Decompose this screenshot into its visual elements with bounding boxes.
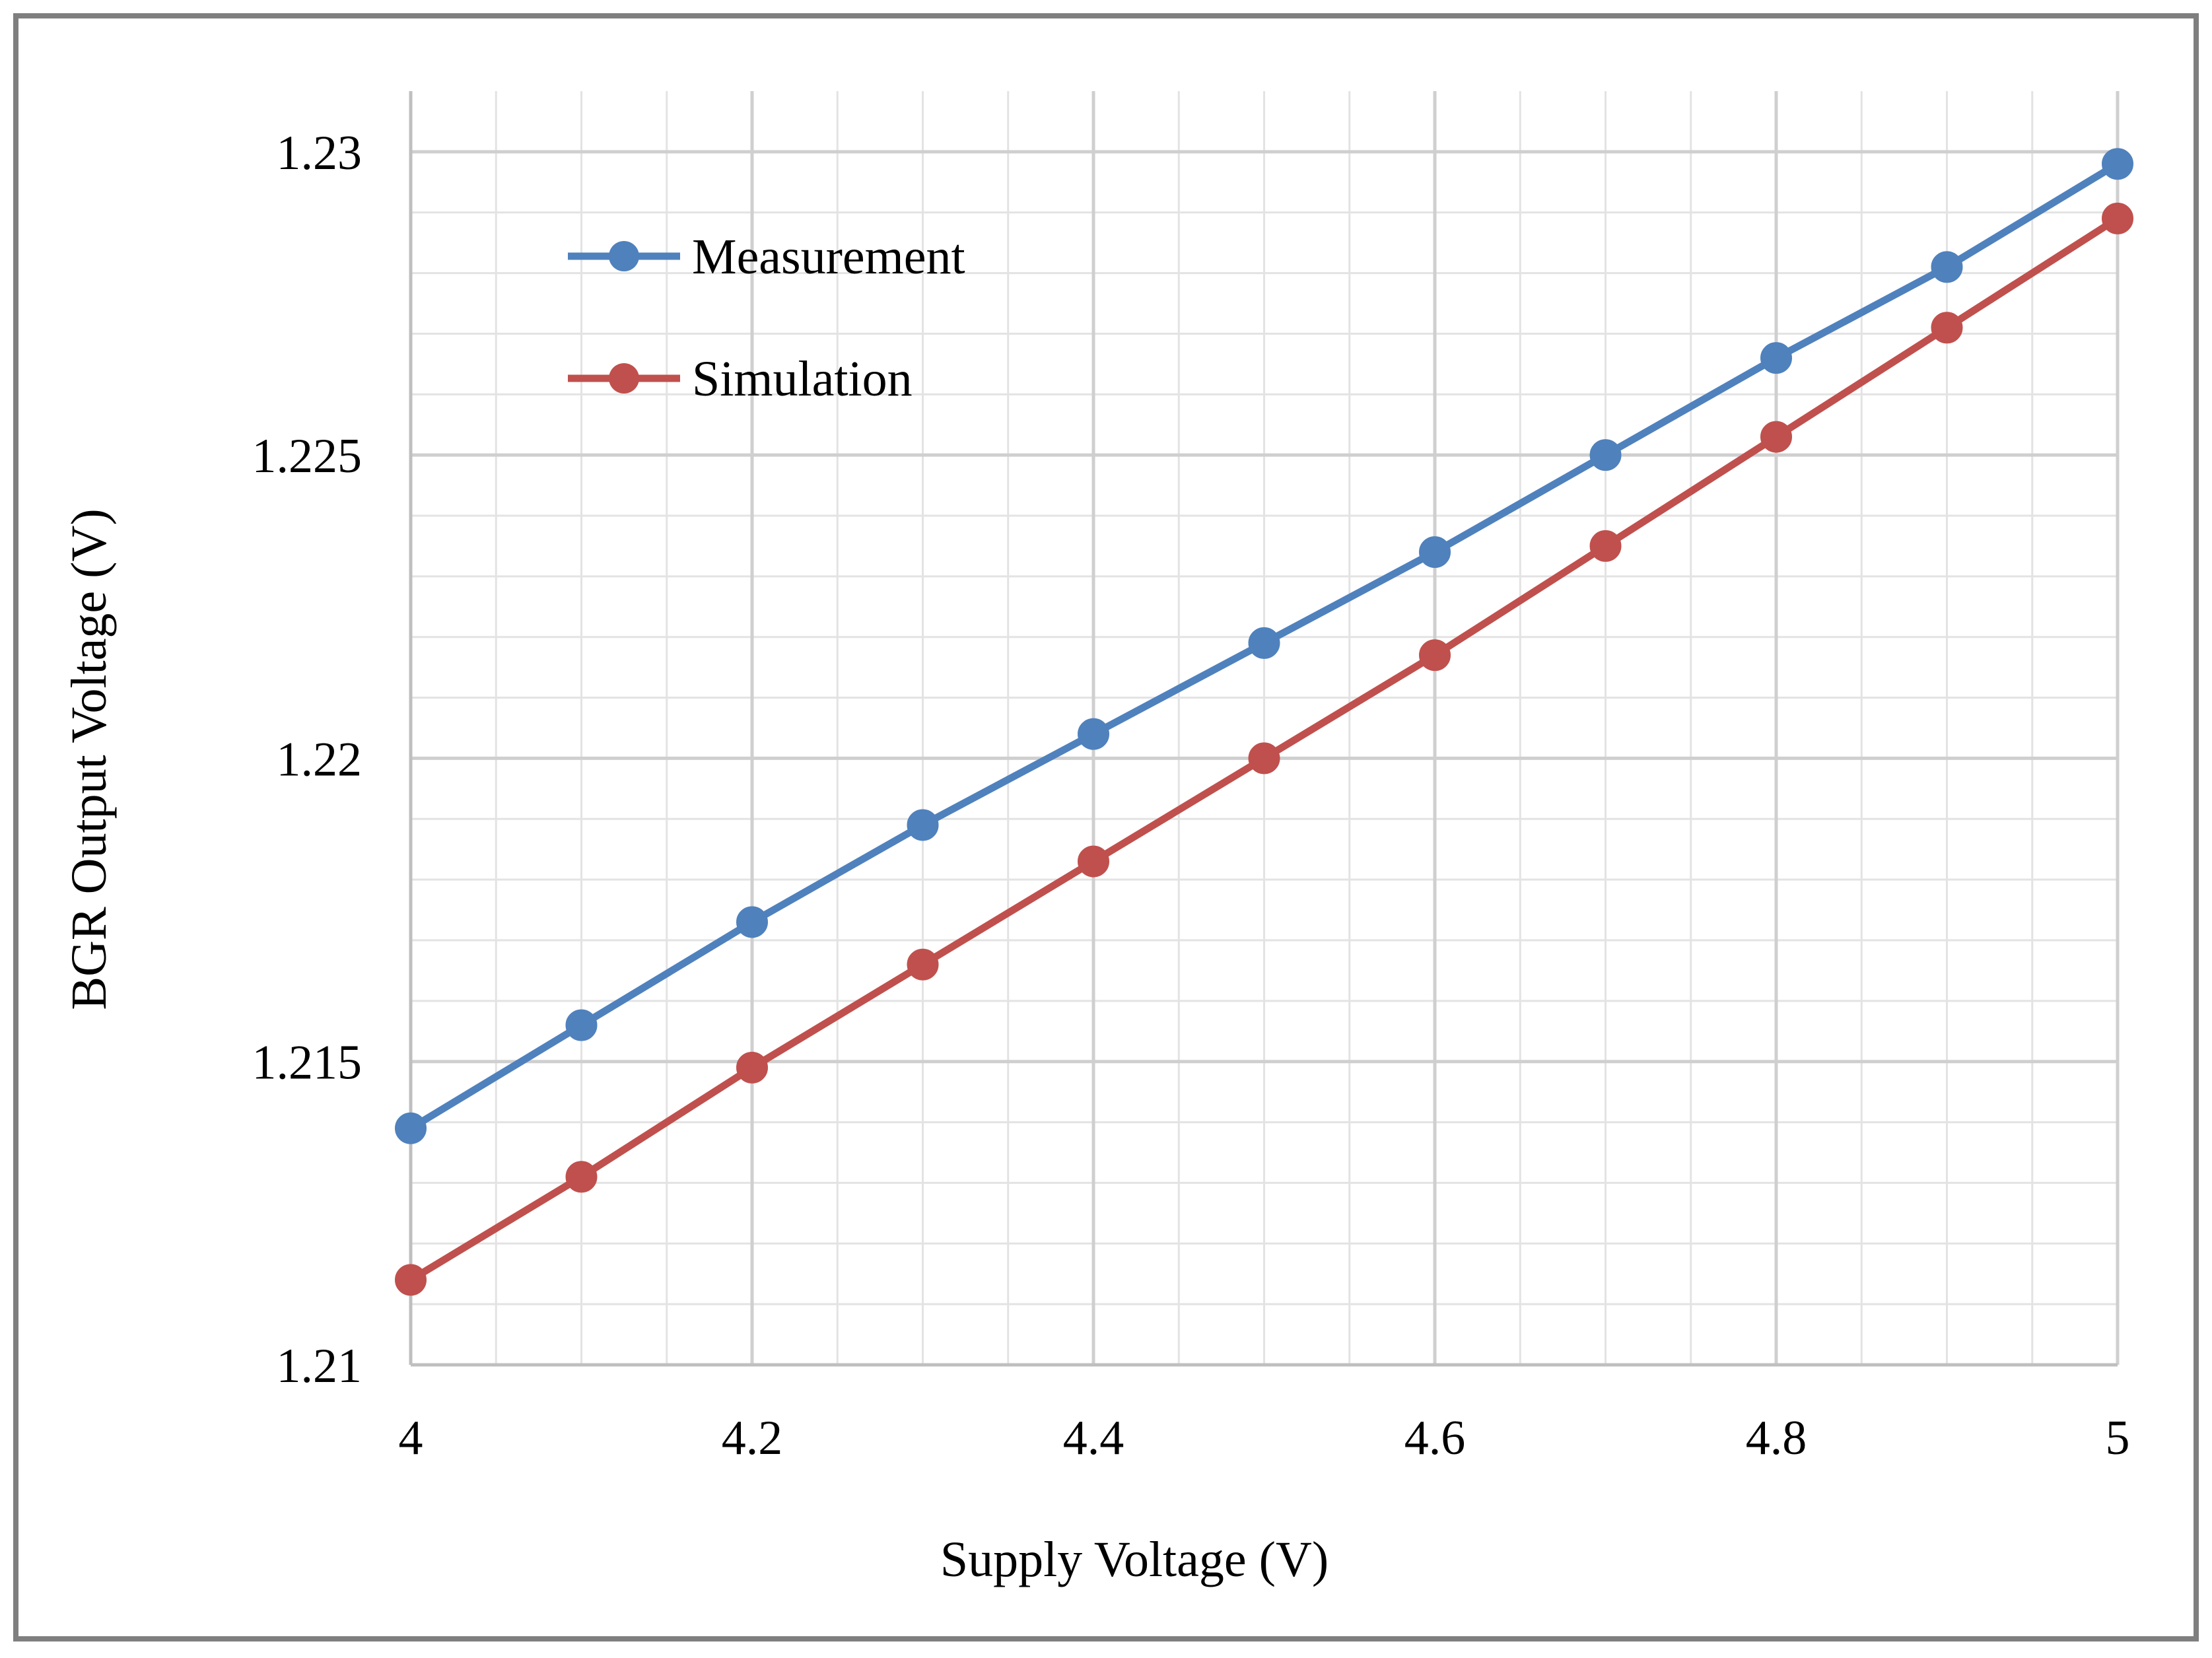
x-tick-label: 4.4 — [1063, 1411, 1124, 1465]
simulation-point — [1760, 421, 1792, 453]
legend-measurement-label: Measurement — [692, 229, 965, 285]
series-layer — [395, 148, 2133, 1296]
x-tick-label: 4.6 — [1404, 1411, 1466, 1465]
measurement-point — [1589, 439, 1622, 471]
simulation-point — [1931, 312, 1963, 344]
legend-simulation-marker — [609, 363, 639, 394]
x-tick-label: 5 — [2106, 1411, 2130, 1465]
tick-labels: 4 4.2 4.4 4.6 4.8 5 1.21 1.215 1.22 1.225 1.23 — [252, 126, 2130, 1465]
y-tick-label: 1.225 — [252, 429, 363, 483]
simulation-point — [1248, 742, 1280, 775]
simulation-point — [1078, 845, 1109, 878]
legend-measurement-marker — [609, 241, 639, 271]
legend: Measurement Simulation — [568, 229, 965, 407]
y-tick-label: 1.22 — [277, 732, 363, 786]
simulation-point — [395, 1264, 427, 1296]
simulation-point — [736, 1051, 768, 1084]
grid — [409, 91, 2120, 1367]
outer-border — [13, 13, 2199, 1641]
x-axis-title: Supply Voltage (V) — [940, 1532, 1329, 1587]
simulation-point — [2102, 202, 2133, 234]
measurement-point — [1760, 342, 1792, 374]
legend-simulation-label: Simulation — [692, 351, 913, 407]
axes — [409, 91, 2118, 1367]
y-axis-title: BGR Output Voltage (V) — [61, 508, 117, 1010]
x-tick-label: 4.2 — [722, 1411, 783, 1465]
measurement-point — [907, 809, 939, 841]
x-tick-label: 4.8 — [1746, 1411, 1807, 1465]
simulation-point — [1419, 639, 1451, 672]
y-tick-label: 1.23 — [277, 126, 363, 180]
measurement-point — [565, 1009, 598, 1041]
y-tick-label: 1.215 — [252, 1036, 363, 1090]
measurement-point — [1248, 627, 1280, 659]
measurement-point — [736, 906, 768, 938]
measurement-point — [2102, 148, 2133, 180]
y-tick-label: 1.21 — [277, 1339, 363, 1393]
measurement-point — [1931, 251, 1963, 283]
measurement-point — [1078, 718, 1109, 750]
x-tick-label: 4 — [399, 1411, 423, 1465]
simulation-point — [907, 948, 939, 981]
simulation-point — [565, 1161, 598, 1193]
simulation-point — [1589, 530, 1622, 562]
measurement-point — [1419, 536, 1451, 569]
measurement-point — [395, 1112, 427, 1144]
